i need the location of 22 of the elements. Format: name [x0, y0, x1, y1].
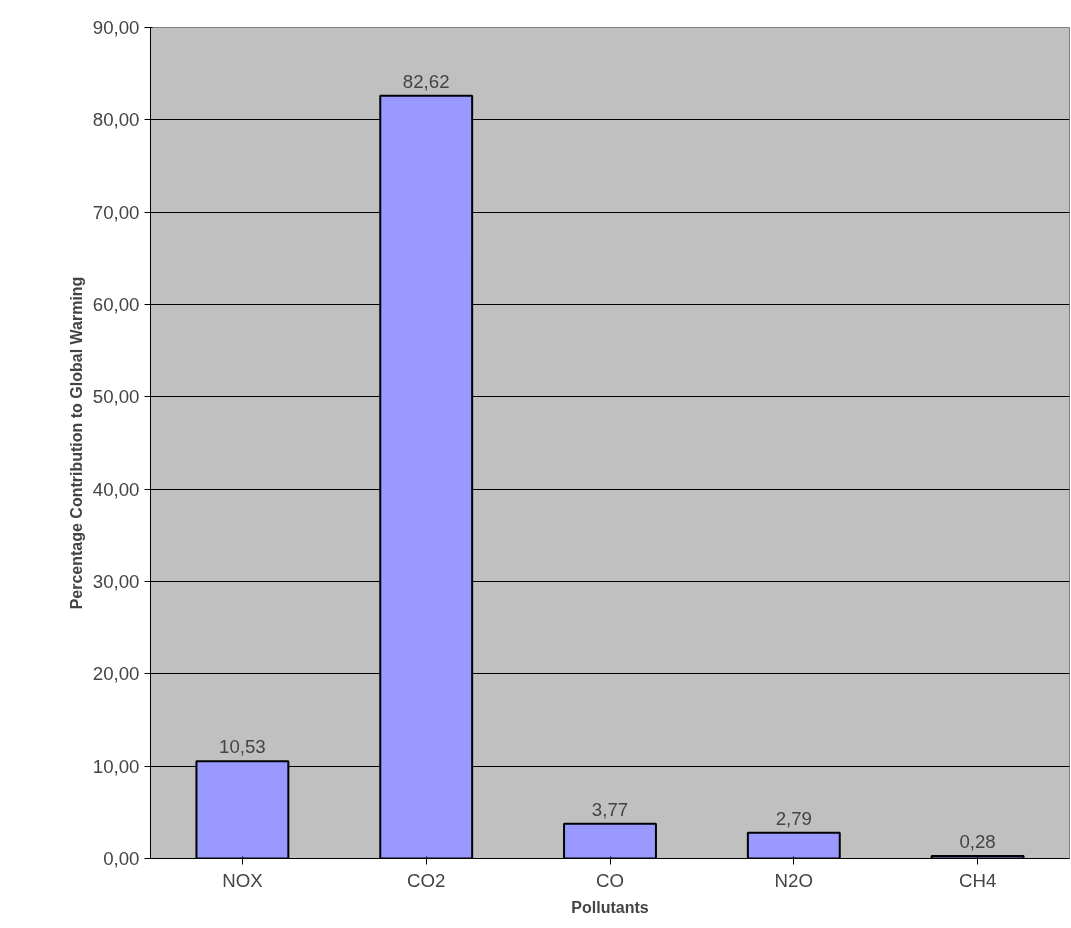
y-tick-label: 30,00	[92, 571, 140, 592]
x-tick-label: N2O	[774, 869, 813, 891]
x-tick-label: CO2	[407, 869, 446, 891]
data-label: 82,62	[402, 70, 450, 92]
x-tick-label: CH4	[958, 869, 997, 891]
y-tick-label: 60,00	[92, 294, 140, 315]
x-tick-label: CO	[596, 869, 624, 891]
x-tick-label: NOX	[222, 869, 264, 891]
y-tick-label: 50,00	[92, 386, 140, 408]
data-label: 3,77	[591, 798, 629, 820]
data-label: 2,79	[775, 807, 812, 829]
y-tick-label: 70,00	[92, 201, 140, 223]
data-label: 0,28	[959, 830, 996, 852]
y-tick-label: 80,00	[92, 109, 140, 131]
y-tick-label: 0,00	[103, 848, 140, 869]
y-tick-label: 10,00	[92, 755, 140, 777]
y-tick-label: 90,00	[92, 17, 140, 38]
y-tick-label: 20,00	[92, 663, 140, 685]
y-tick-label: 40,00	[92, 478, 140, 500]
data-label: 10,53	[219, 736, 266, 758]
y-axis-title: Percentage Contribution to Global Warming	[67, 276, 85, 610]
x-axis-title: Pollutants	[571, 898, 649, 916]
